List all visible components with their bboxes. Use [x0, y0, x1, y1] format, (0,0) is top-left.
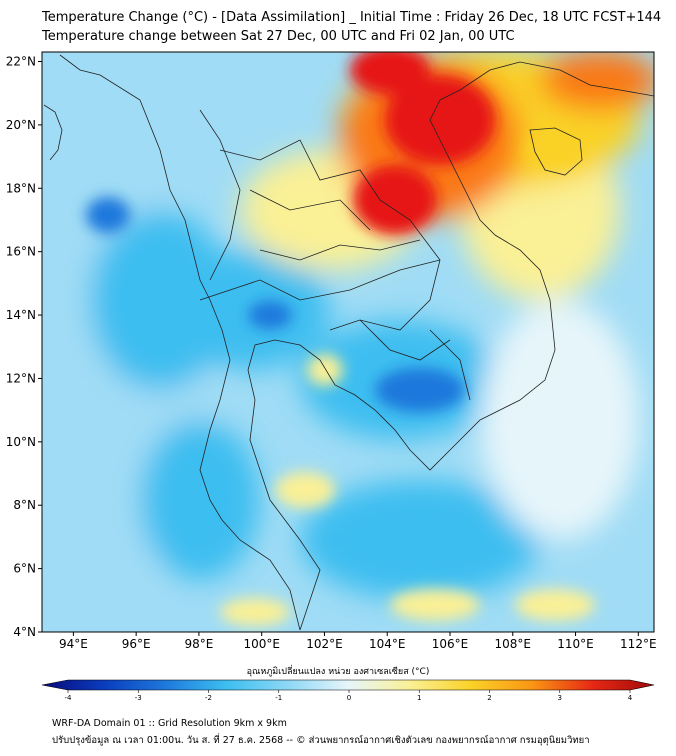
lat-tick-label: 8°N — [13, 498, 36, 512]
hot-core-laos — [353, 165, 437, 235]
cold-region-gulf — [300, 480, 540, 600]
map-subtitle: Temperature change between Sat 27 Dec, 0… — [42, 29, 515, 44]
lat-tick-label: 22°N — [6, 55, 36, 69]
coastline-gulf-and-vietnam — [247, 61, 654, 631]
hot-region-northeast — [540, 52, 654, 110]
colorbar: -4 -3 -2 -1 0 1 2 3 4 — [41, 679, 655, 702]
border-cambodia-vietnam — [429, 329, 471, 401]
border-thailand-north — [199, 259, 441, 301]
footer-domain-info: WRF-DA Domain 01 :: Grid Resolution 9km … — [52, 718, 287, 729]
hot-core-north — [385, 75, 495, 165]
map-plot-area — [42, 52, 654, 632]
colorbar-label: อุณหภูมิเปลี่ยนแปลง หน่วย องศาเซลเซียส (… — [246, 667, 430, 677]
hot-core-northwest — [350, 52, 430, 95]
latitude-axis: 4°N 6°N 8°N 10°N 12°N 14°N 16°N 18°N 20°N 22°N — [6, 55, 42, 639]
lon-tick-label: 110°E — [557, 637, 594, 651]
coastline-west-peninsula — [59, 54, 301, 631]
colorbar-bar — [41, 679, 655, 691]
lon-tick-label: 108°E — [495, 637, 532, 651]
lat-tick-label: 18°N — [6, 181, 36, 195]
lon-tick-label: 102°E — [306, 637, 343, 651]
colorbar-tick-label: 0 — [347, 694, 351, 702]
lat-tick-label: 16°N — [6, 245, 36, 259]
lon-tick-label: 106°E — [432, 637, 469, 651]
colorbar-tick-label: 2 — [487, 694, 491, 702]
colorbar-tick-label: -3 — [135, 694, 142, 702]
border-laos — [219, 139, 441, 331]
coastline-bangladesh-myanmar — [43, 104, 63, 161]
lat-tick-label: 4°N — [13, 625, 36, 639]
colorbar-tick-label: 1 — [417, 694, 421, 702]
warm-patch-south — [390, 589, 480, 621]
neutral-region-sea — [480, 300, 640, 540]
border-provinces-northeast — [259, 239, 421, 261]
warm-patch-southeast — [515, 589, 595, 621]
lon-tick-label: 94°E — [59, 637, 88, 651]
lat-tick-label: 6°N — [13, 562, 36, 576]
footer-update-info: ปรับปรุงข้อมูล ณ เวลา 01:00น. วัน ส. ที่… — [52, 735, 590, 746]
border-provinces-north — [249, 189, 371, 231]
colorbar-tick-label: -2 — [205, 694, 212, 702]
cold-region-peninsula — [140, 420, 260, 580]
colorbar-tick-label: -1 — [275, 694, 282, 702]
cold-core-andaman — [86, 197, 130, 233]
border-myanmar — [199, 109, 241, 281]
lat-tick-label: 20°N — [6, 118, 36, 132]
warm-patch-bay — [307, 354, 343, 386]
lon-tick-label: 112°E — [620, 637, 657, 651]
colorbar-tick-label: -4 — [65, 694, 73, 702]
longitude-axis: 94°E 96°E 98°E 100°E 102°E 104°E 106°E 108°E 110… — [59, 632, 657, 651]
lon-tick-label: 96°E — [122, 637, 151, 651]
warm-patch-borneo — [220, 598, 290, 626]
map-title: Temperature Change (°C) - [Data Assimila… — [42, 10, 662, 25]
lon-tick-label: 98°E — [184, 637, 213, 651]
warm-patch-gulf — [275, 472, 335, 508]
cold-core-thailand — [248, 301, 292, 329]
colorbar-ticks: -4 -3 -2 -1 0 1 2 3 4 — [65, 690, 633, 702]
border-cambodia-north — [359, 319, 451, 361]
cold-core-cambodia — [375, 368, 465, 412]
lat-tick-label: 14°N — [6, 308, 36, 322]
lon-tick-label: 100°E — [243, 637, 280, 651]
lat-tick-label: 10°N — [6, 435, 36, 449]
map-frame — [41, 51, 655, 633]
coastlines-and-borders — [43, 54, 654, 631]
lat-tick-label: 12°N — [6, 371, 36, 385]
colorbar-tick-label: 3 — [558, 694, 562, 702]
warm-patch-hainan — [525, 132, 585, 168]
lon-tick-label: 104°E — [369, 637, 406, 651]
colorbar-tick-label: 4 — [628, 694, 633, 702]
temperature-field-detail — [86, 52, 595, 626]
coastline-hainan — [529, 127, 583, 176]
